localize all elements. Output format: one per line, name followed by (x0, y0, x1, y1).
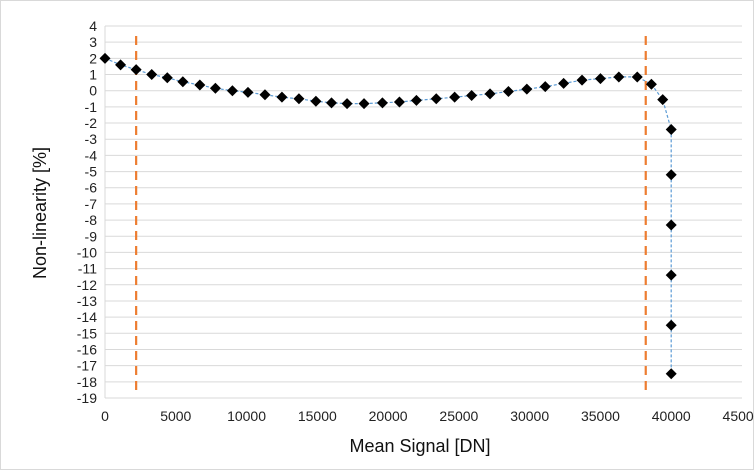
data-point-marker (209, 82, 221, 94)
y-tick-label: -4 (85, 147, 98, 163)
data-series (99, 52, 677, 380)
y-tick-label: -2 (85, 115, 98, 131)
data-point-marker (657, 94, 669, 106)
y-tick-label: -16 (77, 341, 97, 357)
x-axis-title: Mean Signal [DN] (349, 436, 490, 456)
y-tick-label: -11 (78, 261, 97, 277)
y-tick-label: 2 (89, 50, 97, 66)
data-point-marker (484, 88, 496, 100)
x-tick-label: 5000 (160, 408, 191, 424)
y-tick-label: -7 (85, 196, 98, 212)
data-point-marker (594, 73, 606, 85)
data-point-marker (645, 78, 657, 90)
x-tick-label: 10000 (227, 408, 266, 424)
x-tick-label: 35000 (581, 408, 620, 424)
data-point-marker (293, 93, 305, 105)
y-tick-label: -19 (77, 390, 97, 406)
x-tick-label: 0 (101, 408, 109, 424)
data-point-marker (115, 59, 127, 71)
data-point-marker (466, 90, 478, 102)
data-point-marker (358, 98, 370, 110)
data-point-marker (576, 74, 588, 86)
series-line (104, 57, 672, 374)
x-tick-label: 15000 (298, 408, 337, 424)
data-point-marker (259, 89, 271, 101)
x-tick-label: 20000 (369, 408, 408, 424)
data-point-marker (99, 52, 111, 64)
data-point-marker (310, 95, 322, 107)
y-tick-label: -10 (77, 244, 97, 260)
data-point-marker (665, 269, 677, 281)
y-tick-label: -8 (85, 212, 98, 228)
data-point-marker (665, 169, 677, 181)
y-tick-label: -6 (85, 180, 98, 196)
y-tick-label: 3 (89, 34, 97, 50)
data-point-marker (631, 71, 643, 83)
y-tick-label: -12 (77, 277, 97, 293)
data-point-marker (430, 93, 442, 105)
data-point-marker (177, 76, 189, 88)
y-tick-label: -9 (85, 228, 98, 244)
data-point-marker (161, 72, 173, 84)
data-point-marker (665, 219, 677, 231)
x-tick-label: 45000 (723, 408, 754, 424)
data-point-marker (665, 124, 677, 136)
y-tick-label: -14 (77, 309, 97, 325)
data-point-marker (376, 97, 388, 109)
data-point-marker (410, 94, 422, 106)
y-tick-label: -13 (77, 293, 97, 309)
data-point-marker (502, 86, 514, 98)
tick-labels: 43210-1-2-3-4-5-6-7-8-9-10-11-12-13-14-1… (77, 18, 754, 424)
data-point-marker (242, 86, 254, 98)
gridlines (104, 25, 742, 399)
data-point-marker (613, 71, 625, 83)
data-point-marker (558, 77, 570, 89)
data-point-marker (276, 91, 288, 103)
y-axis-title: Non-linearity [%] (30, 147, 50, 279)
data-point-marker (665, 319, 677, 331)
y-tick-label: 0 (89, 83, 97, 99)
data-point-marker (226, 85, 238, 97)
y-tick-label: -1 (85, 99, 98, 115)
data-point-marker (449, 91, 461, 103)
y-tick-label: 4 (89, 18, 97, 34)
x-tick-label: 40000 (652, 408, 691, 424)
y-tick-label: -5 (85, 164, 98, 180)
data-point-marker (521, 83, 533, 95)
data-point-marker (194, 79, 206, 91)
data-point-marker (146, 69, 158, 81)
data-point-marker (130, 64, 142, 76)
data-point-marker (393, 96, 405, 108)
x-tick-label: 30000 (510, 408, 549, 424)
y-tick-label: -15 (77, 325, 97, 341)
x-tick-label: 25000 (439, 408, 478, 424)
y-tick-label: -17 (77, 358, 97, 374)
data-point-marker (539, 81, 551, 93)
data-point-marker (665, 368, 677, 380)
data-point-marker (325, 97, 337, 109)
y-tick-label: -3 (85, 131, 98, 147)
data-point-marker (341, 98, 353, 110)
y-tick-label: 1 (89, 67, 97, 83)
y-tick-label: -18 (77, 374, 97, 390)
